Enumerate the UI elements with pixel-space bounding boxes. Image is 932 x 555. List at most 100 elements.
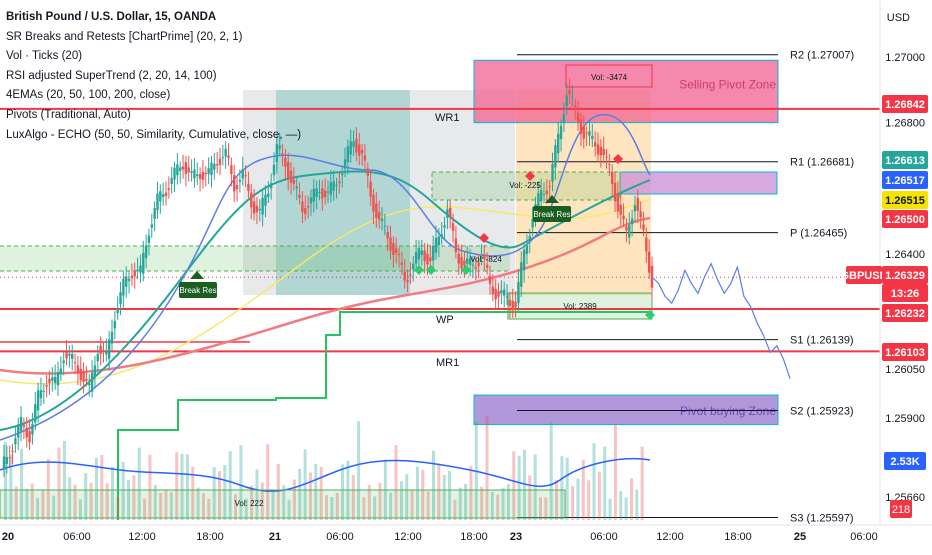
price-label-text: GBPUSD (840, 270, 887, 282)
volume-bar (464, 483, 468, 520)
x-tick-label: 18:00 (460, 531, 488, 543)
symbol-title[interactable]: British Pound / U.S. Dollar, 15, OANDA (6, 11, 217, 23)
volume-bar (180, 453, 184, 520)
volume-bar (218, 471, 221, 520)
volume-bar (335, 492, 339, 520)
candle-body (79, 368, 82, 381)
vol-label: Vol: -824 (470, 255, 502, 264)
volume-bar (341, 464, 345, 520)
candle-body (116, 308, 119, 313)
candle-body (423, 250, 426, 262)
candle-body (269, 183, 273, 189)
candle-body (99, 345, 102, 355)
candle-body (315, 188, 318, 198)
candle-body (39, 390, 43, 399)
buying-zone-label: Pivot buying Zone (680, 404, 776, 418)
indicator-4emas[interactable]: 4EMAs (20, 50, 100, 200, close) (6, 89, 171, 102)
currency-label[interactable]: USD (886, 12, 910, 24)
vol-label: Vol: -3474 (591, 73, 628, 82)
candle-body (386, 232, 389, 239)
candle-body (221, 157, 225, 159)
candle-body (557, 133, 560, 154)
volume-bar (196, 487, 200, 520)
price-label: 1.26515 (882, 191, 928, 209)
volume-bar (234, 494, 238, 520)
candle-body (233, 175, 236, 192)
candle-body (477, 262, 480, 267)
volume-bar (528, 475, 532, 520)
candle-body (130, 275, 134, 279)
candle-body (562, 114, 566, 123)
pivot-label: S2 (1.25923) (790, 405, 854, 417)
candle-body (369, 181, 372, 197)
candle-body (431, 245, 435, 261)
candle-body (636, 198, 639, 212)
bottom-badge-bg (890, 500, 912, 518)
candle-body (494, 288, 497, 300)
volume-bar (14, 486, 18, 520)
candle-body (230, 165, 233, 175)
volume-box (0, 489, 566, 519)
volume-bar (292, 479, 296, 520)
volume-bar (94, 457, 98, 520)
indicator-echo[interactable]: LuxAlgo - ECHO (50, 50, Similarity, Cumu… (6, 128, 302, 141)
candle-body (548, 186, 551, 188)
volume-bar (378, 482, 382, 520)
candle-body (76, 365, 80, 374)
candle-body (56, 371, 60, 386)
volume-bar (46, 458, 50, 520)
candle-body (650, 265, 654, 288)
candle-body (22, 424, 26, 427)
volume-bar (496, 494, 500, 520)
volume-bar (239, 445, 243, 520)
x-tick-label: 12:00 (656, 531, 684, 543)
candle-body (210, 162, 213, 176)
candle-body (164, 192, 168, 196)
pivot-label: S1 (1.26139) (790, 335, 854, 347)
candle-body (122, 278, 125, 296)
candle-body (363, 155, 367, 161)
volume-bar (587, 480, 591, 520)
candle-body (252, 201, 256, 214)
indicator-pivots[interactable]: Pivots (Traditional, Auto) (6, 108, 131, 121)
candle-body (596, 144, 600, 155)
candle-body (642, 224, 645, 231)
retest-diamond (461, 265, 471, 275)
candle-body (11, 450, 14, 452)
candle-body (554, 145, 557, 168)
indicator-sr-breaks[interactable]: SR Breaks and Retests [ChartPrime] (20, … (6, 30, 243, 43)
candle-body (281, 153, 284, 155)
volume-bar (490, 491, 494, 520)
indicator-volume[interactable]: Vol · Ticks (20) (6, 50, 83, 63)
volume-bar (592, 443, 596, 520)
candle-body (377, 212, 381, 220)
volume-bar (613, 423, 617, 520)
volume-bar (89, 482, 93, 520)
volume-bar (442, 474, 446, 520)
volume-bar (560, 456, 564, 520)
candle-body (503, 289, 506, 296)
candle-body (272, 164, 276, 176)
candle-body (366, 168, 369, 176)
candle-body (500, 290, 503, 294)
candle-body (68, 353, 71, 356)
candle-body (352, 141, 355, 147)
candle-body (258, 208, 261, 211)
indicator-supertrend[interactable]: RSI adjusted SuperTrend (2, 20, 14, 100) (6, 69, 217, 82)
break-res-badge-text: Break Res (533, 210, 570, 219)
candle-body (235, 184, 239, 190)
candle-body (196, 174, 199, 177)
candle-body (261, 197, 264, 215)
candle-body (284, 157, 287, 167)
candle-body (585, 132, 588, 134)
price-label: GBPUSD (840, 266, 888, 284)
candle-body (400, 262, 404, 265)
volume-bar (111, 466, 114, 520)
candle-body (198, 174, 202, 179)
volume-bar (62, 440, 66, 520)
vol-label: Vol: 2389 (563, 302, 597, 311)
candle-body (181, 166, 185, 170)
candle-body (255, 205, 259, 213)
